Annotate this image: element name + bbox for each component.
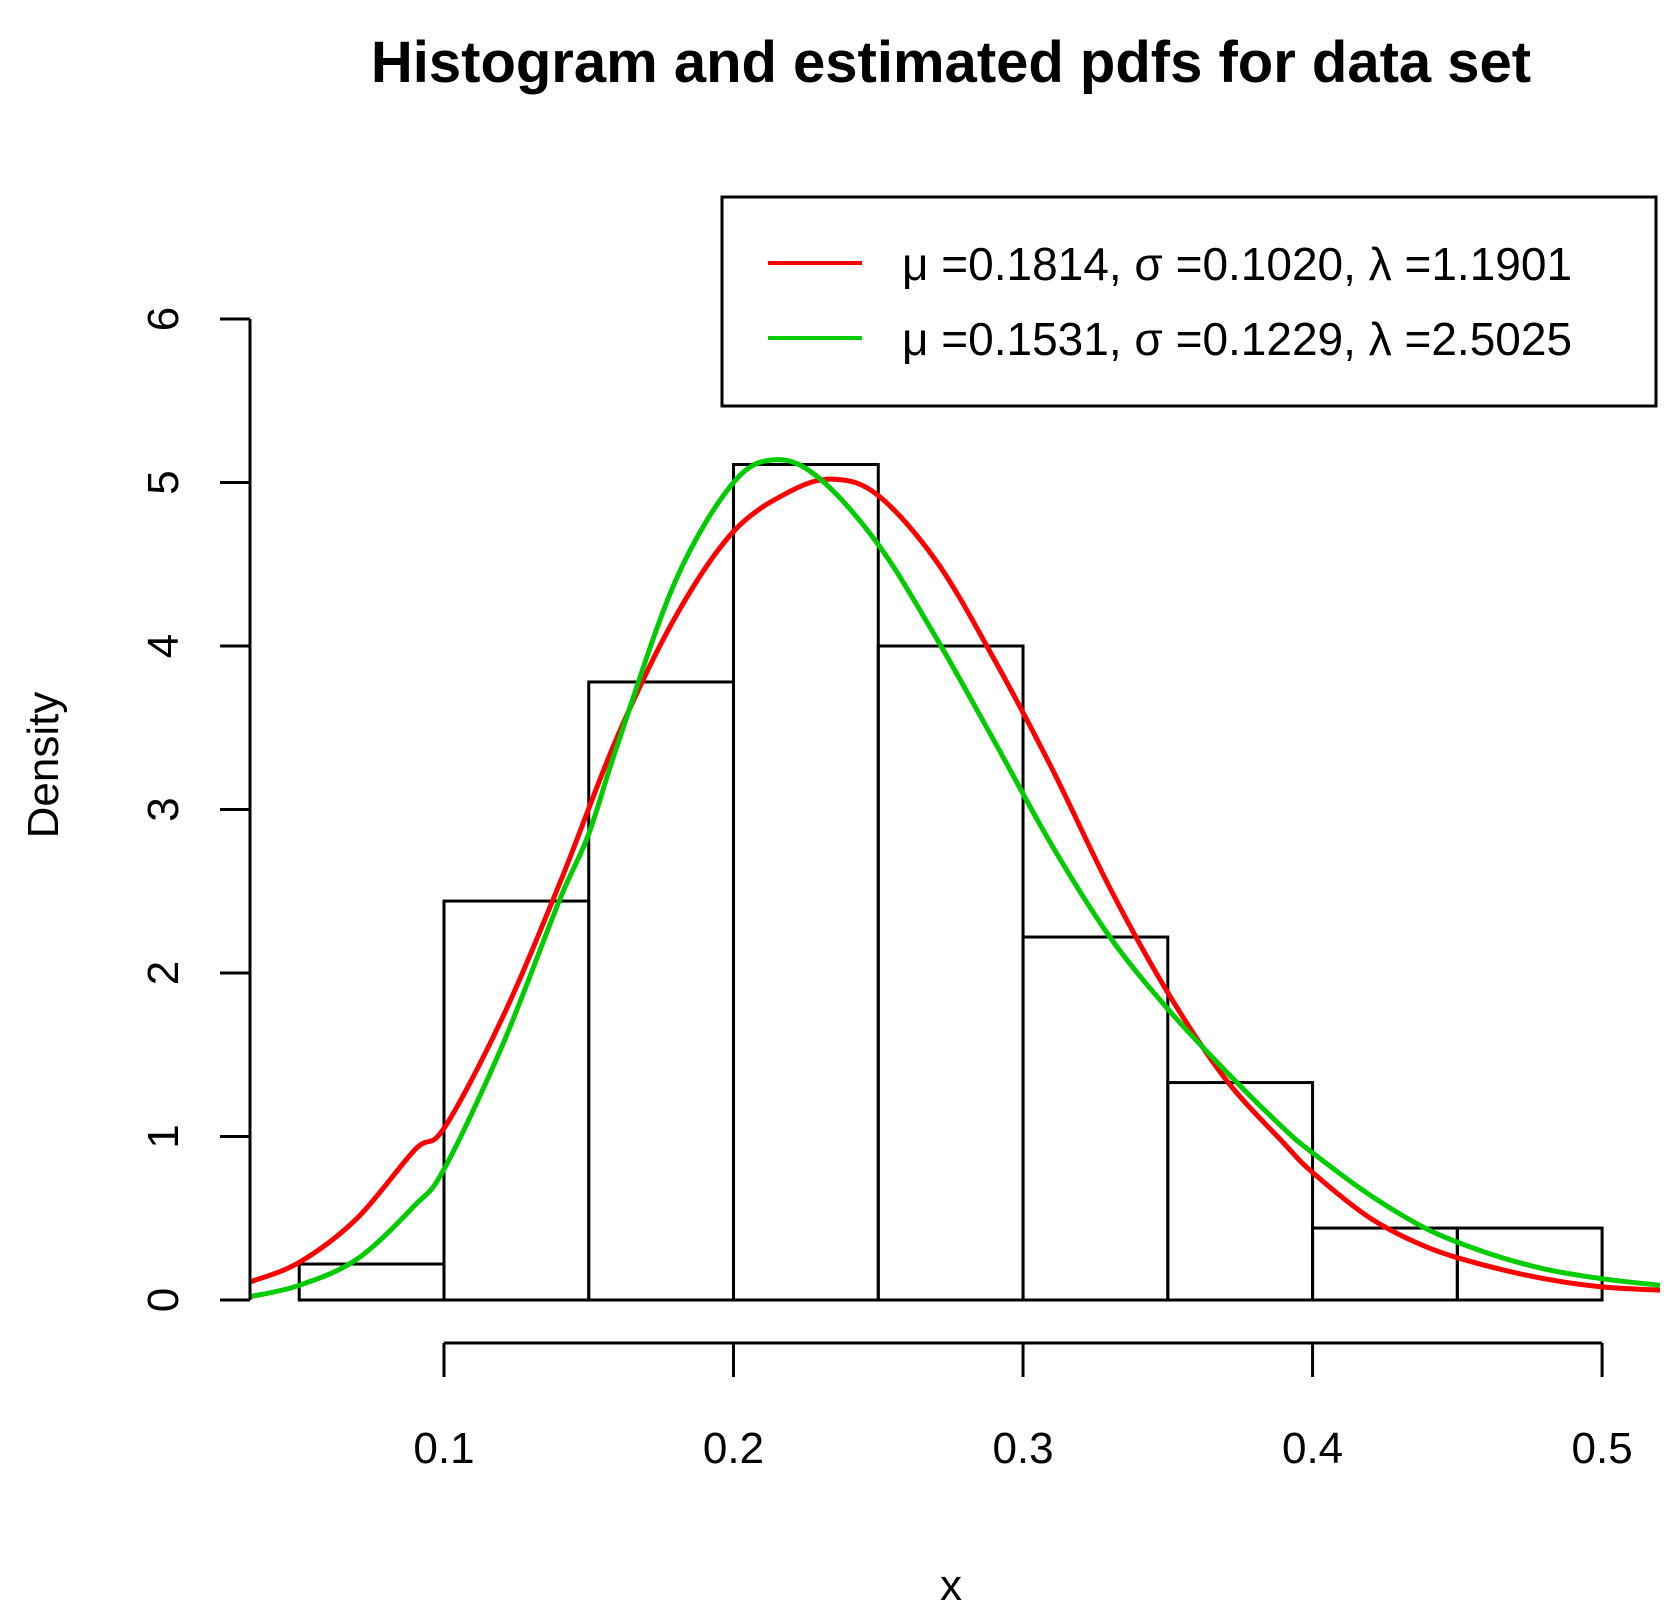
y-tick-label-6: 6 [139, 307, 188, 331]
histogram-bars [297, 463, 1604, 1302]
x-axis-label: x [940, 1561, 962, 1610]
x-tick-label-0.2: 0.2 [703, 1424, 764, 1473]
y-tick-label-1: 1 [139, 1124, 188, 1148]
histogram-bar-9 [1455, 1226, 1604, 1302]
chart-title: Histogram and estimated pdfs for data se… [371, 30, 1531, 95]
y-tick-label-2: 2 [139, 961, 188, 985]
histogram-bar-3 [587, 680, 736, 1302]
x-tick-label-0.3: 0.3 [992, 1424, 1053, 1473]
histogram-bar-8 [1311, 1226, 1459, 1302]
legend-box [720, 195, 1658, 408]
y-axis-label: Density [19, 692, 68, 839]
y-axis: 0 1 2 3 4 5 6 [139, 307, 252, 1312]
pdf-curve-red [249, 476, 1661, 1293]
legend: μ =0.1814, σ =0.1020, λ =1.1901 μ =0.153… [720, 195, 1658, 408]
x-axis: 0.1 0.2 0.3 0.4 0.5 [413, 1341, 1633, 1473]
y-tick-label-5: 5 [139, 470, 188, 494]
pdf-curves [249, 457, 1661, 1300]
x-tick-label-0.4: 0.4 [1282, 1424, 1343, 1473]
histogram-bar-7 [1166, 1081, 1315, 1302]
histogram-bar-2 [442, 899, 591, 1302]
y-tick-label-0: 0 [139, 1288, 188, 1312]
pdf-curve-green [249, 457, 1661, 1300]
y-tick-label-4: 4 [139, 634, 188, 658]
legend-label-red: μ =0.1814, σ =0.1020, λ =1.1901 [902, 238, 1572, 290]
histogram-bar-5 [876, 644, 1025, 1302]
histogram-bar-6 [1021, 935, 1170, 1302]
histogram-bar-1 [297, 1262, 446, 1302]
y-tick-label-3: 3 [139, 797, 188, 821]
legend-label-green: μ =0.1531, σ =0.1229, λ =2.5025 [902, 313, 1572, 365]
x-tick-label-0.5: 0.5 [1572, 1424, 1633, 1473]
histogram-bar-4 [732, 463, 880, 1302]
x-tick-label-0.1: 0.1 [413, 1424, 474, 1473]
